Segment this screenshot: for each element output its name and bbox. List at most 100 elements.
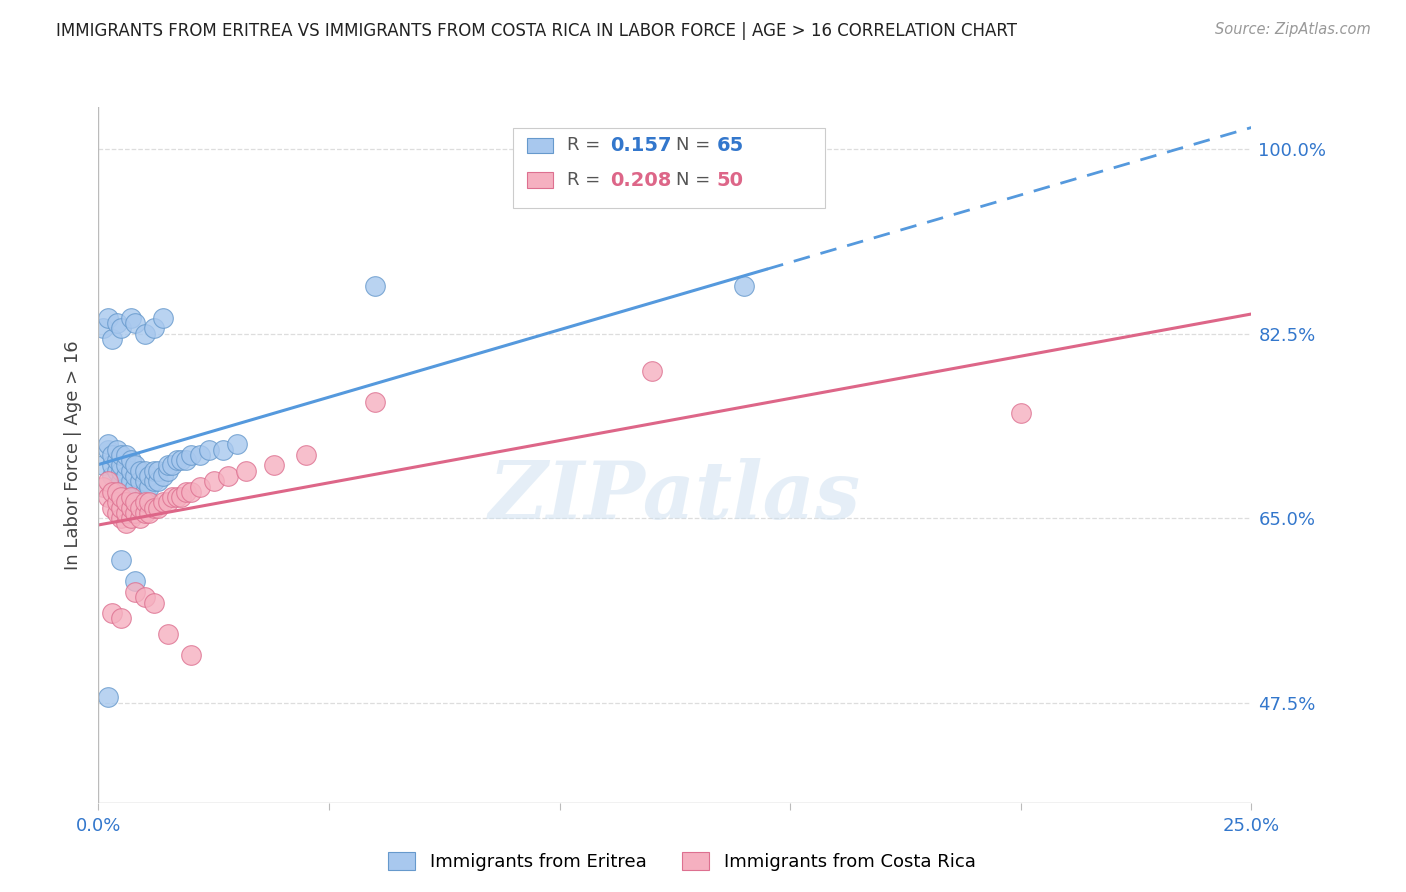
Point [115, 495, 138, 509]
Point [120, 475, 142, 489]
Point [120, 500, 142, 515]
Point [97, 475, 120, 489]
Point [225, 437, 247, 451]
Text: ZIPatlas: ZIPatlas [489, 458, 860, 535]
Point [101, 606, 124, 620]
Point [170, 490, 193, 504]
Point [142, 321, 165, 335]
Point [160, 458, 183, 473]
Point [101, 332, 124, 346]
Point [138, 506, 160, 520]
Point [134, 506, 156, 520]
Point [142, 500, 165, 515]
Point [120, 453, 142, 467]
Point [105, 506, 128, 520]
Point [105, 495, 128, 509]
Point [134, 475, 156, 489]
Point [180, 484, 202, 499]
Point [120, 511, 142, 525]
Point [101, 469, 124, 483]
FancyBboxPatch shape [513, 128, 825, 208]
Point [138, 469, 160, 483]
Point [115, 448, 138, 462]
Point [263, 458, 285, 473]
Point [124, 506, 146, 520]
Point [124, 469, 146, 483]
Point [97, 490, 120, 504]
FancyBboxPatch shape [527, 137, 553, 153]
Point [129, 475, 152, 489]
Point [105, 484, 128, 499]
Point [134, 495, 156, 509]
Point [105, 453, 128, 467]
Point [188, 448, 211, 462]
Point [152, 310, 174, 325]
Point [91, 458, 114, 473]
Point [138, 495, 160, 509]
Point [110, 448, 132, 462]
Point [152, 495, 174, 509]
Point [101, 448, 124, 462]
Point [188, 479, 211, 493]
Point [156, 464, 179, 478]
Point [101, 458, 124, 473]
Point [110, 553, 132, 567]
Point [1010, 406, 1032, 420]
Text: IMMIGRANTS FROM ERITREA VS IMMIGRANTS FROM COSTA RICA IN LABOR FORCE | AGE > 16 : IMMIGRANTS FROM ERITREA VS IMMIGRANTS FR… [56, 22, 1017, 40]
Point [152, 469, 174, 483]
Point [170, 453, 193, 467]
Point [105, 316, 128, 330]
Text: R =: R = [567, 171, 606, 189]
Point [148, 500, 170, 515]
Point [97, 690, 120, 705]
Point [120, 310, 142, 325]
Text: 0.157: 0.157 [610, 136, 672, 155]
Point [160, 490, 183, 504]
Point [120, 490, 142, 504]
Point [97, 442, 120, 457]
Point [129, 500, 152, 515]
Point [166, 453, 188, 467]
Point [124, 495, 146, 509]
Point [235, 464, 257, 478]
Point [142, 595, 165, 609]
Point [174, 484, 197, 499]
Point [198, 442, 221, 457]
Point [120, 484, 142, 499]
Point [124, 490, 146, 504]
Text: N =: N = [676, 171, 716, 189]
Point [110, 500, 132, 515]
Point [110, 511, 132, 525]
Point [295, 448, 318, 462]
Point [105, 464, 128, 478]
Point [174, 453, 197, 467]
Point [115, 516, 138, 531]
Point [115, 506, 138, 520]
Point [142, 475, 165, 489]
Point [110, 475, 132, 489]
FancyBboxPatch shape [527, 172, 553, 187]
Point [110, 464, 132, 478]
Point [129, 511, 152, 525]
Point [91, 321, 114, 335]
Point [110, 321, 132, 335]
Point [134, 326, 156, 341]
Point [115, 479, 138, 493]
Point [733, 279, 755, 293]
Point [212, 442, 235, 457]
Point [101, 484, 124, 499]
Point [101, 500, 124, 515]
Point [148, 475, 170, 489]
Point [148, 464, 170, 478]
Text: 50: 50 [717, 170, 744, 190]
Point [202, 475, 225, 489]
Point [364, 395, 387, 409]
Point [156, 627, 179, 641]
Point [129, 464, 152, 478]
Point [134, 484, 156, 499]
Text: Source: ZipAtlas.com: Source: ZipAtlas.com [1215, 22, 1371, 37]
Point [124, 585, 146, 599]
Point [105, 479, 128, 493]
Legend: Immigrants from Eritrea, Immigrants from Costa Rica: Immigrants from Eritrea, Immigrants from… [381, 845, 983, 879]
Point [166, 490, 188, 504]
